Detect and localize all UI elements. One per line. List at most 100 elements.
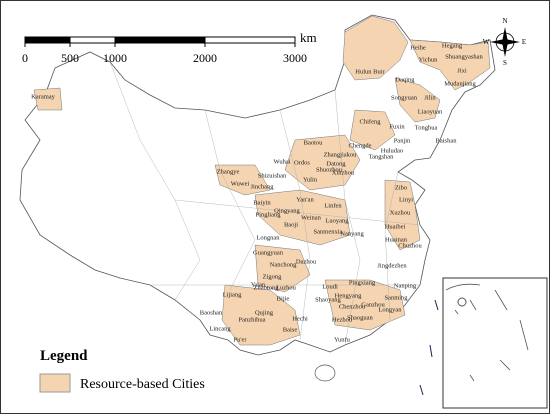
city-label: Datong <box>326 160 346 167</box>
city-label: Baotou <box>304 139 324 146</box>
region <box>384 179 421 251</box>
city-label: Linfen <box>324 202 342 209</box>
land <box>19 14 496 382</box>
city-label: Qujing <box>255 309 274 316</box>
scale-bar: 0 500 1000 2000 3000 <box>22 36 307 65</box>
scale-tick-label: 1000 <box>103 51 127 65</box>
city-label: Shizuishan <box>258 172 287 179</box>
city-label: Luoyang <box>325 217 349 224</box>
island <box>314 364 336 382</box>
city-label: Luzhou <box>276 284 297 291</box>
city-label: Huludao <box>381 147 403 154</box>
city-label: Zhangjiakou <box>324 151 358 158</box>
compass-needle <box>490 39 520 45</box>
legend-swatch <box>39 373 71 393</box>
city-label: Yulin <box>303 176 318 183</box>
city-label: Baiyin <box>253 199 271 206</box>
city-label: Pu'er <box>233 336 247 343</box>
legend: Legend Resource-based Cities <box>39 348 205 393</box>
city-label: Mudanjiang <box>444 80 476 87</box>
city-label: Huaibei <box>385 223 406 230</box>
region <box>324 279 406 331</box>
city-label: Yunfu <box>334 336 351 343</box>
city-label: Weinan <box>301 214 321 221</box>
city-label: Nanping <box>394 282 417 289</box>
city-label: Baise <box>283 326 298 333</box>
city-label: Shuangyashan <box>445 53 483 60</box>
city-label: Ordos <box>294 159 310 166</box>
compass: N S E W <box>483 17 526 67</box>
city-label: Lijiang <box>223 291 243 298</box>
city-label: Jinchang <box>250 183 274 190</box>
city-label: Huainan <box>385 236 408 243</box>
scale-tick-label: 500 <box>61 51 79 65</box>
city-label: Shuozhou <box>316 166 343 173</box>
region <box>284 134 361 191</box>
city-label: Hegang <box>442 42 463 49</box>
city-label: Nanchong <box>270 261 297 268</box>
city-label: Liaoyuan <box>418 108 443 115</box>
legend-title: Legend <box>40 348 88 364</box>
province-borders <box>109 61 421 346</box>
scale-tick-label: 3000 <box>283 51 307 65</box>
city-label: Daqing <box>395 76 415 83</box>
region <box>221 284 301 346</box>
border <box>204 109 256 291</box>
city-label: Zhaotong <box>254 284 280 291</box>
inset-frame <box>442 277 548 409</box>
city-label: Chuzhou <box>398 242 422 249</box>
city-label: Pingliang <box>256 211 282 218</box>
border <box>384 171 399 321</box>
scale-segment <box>114 36 206 44</box>
region <box>254 244 311 293</box>
city-label: Dazhou <box>296 258 317 265</box>
city-label: Songyuan <box>391 94 418 101</box>
city-label: Xuzhou <box>390 209 411 216</box>
city-label: Zibo <box>395 184 407 191</box>
inset-islands <box>445 283 529 382</box>
city-label: Lincang <box>209 325 231 332</box>
border <box>334 89 361 346</box>
city-label: Chenzhou <box>339 303 366 310</box>
city-label: Panzhihua <box>238 316 265 323</box>
inset <box>442 277 548 409</box>
city-label: Chengde <box>348 142 371 149</box>
city-label: Tonghua <box>415 124 438 131</box>
scale-segment <box>69 36 116 44</box>
city-label: Baishan <box>436 137 458 144</box>
city-label: Jingdezhen <box>377 262 407 269</box>
city-label: Guangyuan <box>253 249 284 256</box>
city-label: Longnan <box>256 234 280 241</box>
compass-e: E <box>522 38 526 46</box>
scale-tick-label: 0 <box>22 51 28 65</box>
city-label: Bijie <box>277 295 290 302</box>
border <box>174 199 421 226</box>
city-label: Ya'an <box>251 281 266 288</box>
city-label: Wuhai <box>273 158 290 165</box>
region <box>394 77 441 123</box>
region <box>409 39 491 91</box>
city-label: Panjin <box>394 137 411 144</box>
city-label: Baoshan <box>200 309 223 316</box>
scale-unit: km <box>300 30 317 45</box>
city-label: Loudi <box>322 283 338 290</box>
city-label: Linyi <box>399 196 413 203</box>
scale-segment <box>24 36 71 44</box>
boundary-dashes <box>419 299 439 396</box>
city-label: Shaoguan <box>347 314 373 321</box>
city-label: Zigong <box>263 273 283 280</box>
compass-s: S <box>503 59 507 67</box>
city-label: Shaoyang <box>315 296 341 303</box>
city-label: Karamay <box>31 93 56 100</box>
city-label: Fuxin <box>389 123 405 130</box>
city-label: Jilin <box>424 94 436 101</box>
compass-w: W <box>483 38 490 46</box>
inset-island <box>457 297 467 307</box>
region <box>342 15 409 81</box>
resource-regions <box>33 15 491 346</box>
city-label: Yan'an <box>296 196 314 203</box>
city-label: Hezhou <box>332 316 353 323</box>
city-label: Zhangye <box>217 168 240 175</box>
